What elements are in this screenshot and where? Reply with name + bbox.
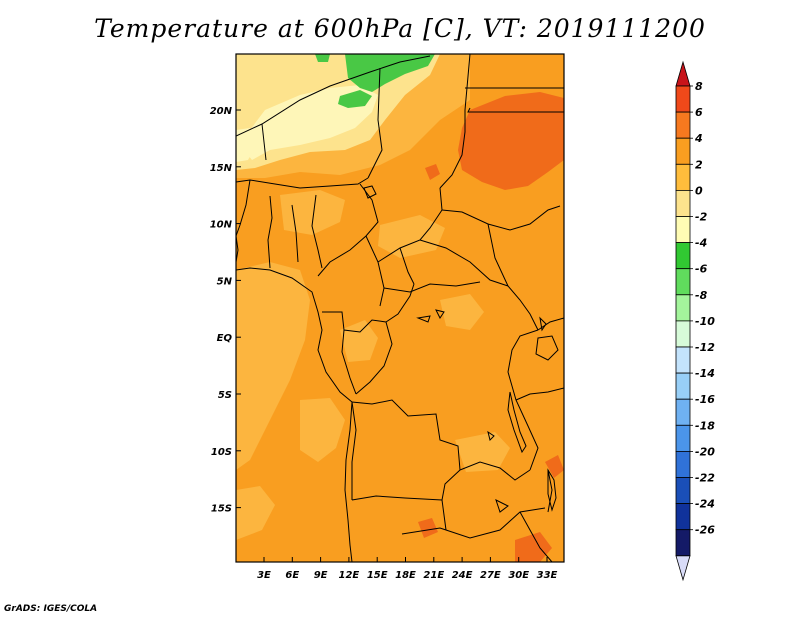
field-light-orange-6 xyxy=(440,294,484,330)
field-green-tiny xyxy=(315,54,330,62)
field-dark-orange-east xyxy=(545,455,564,478)
lon-tick-label: 6E xyxy=(285,570,299,581)
colorbar-box xyxy=(675,85,691,113)
field-light-orange-1 xyxy=(280,190,345,235)
lon-tick-label: 33E xyxy=(537,570,558,581)
field-dark-orange-small xyxy=(425,164,440,180)
colorbar-label: -20 xyxy=(695,445,715,458)
lat-tick-label: EQ xyxy=(217,333,233,344)
colorbar-box xyxy=(675,450,691,478)
colorbar-box xyxy=(675,346,691,374)
lon-tick-label: 15E xyxy=(367,570,388,581)
field-light-orange-west xyxy=(236,262,310,470)
colorbar-label: -18 xyxy=(695,419,715,432)
lat-tick-label: 10S xyxy=(211,447,232,458)
field-light-orange-2 xyxy=(378,215,445,258)
colorbar: 8 6 4 2 0 -2 -4 -6 -8 -10 -12 -14 -16 -18 -20 -22 -24 -26 xyxy=(675,60,715,582)
colorbar-label: -24 xyxy=(695,498,715,511)
colorbar-box xyxy=(675,477,691,505)
map-title: Temperature at 600hPa [C], VT: 201911120… xyxy=(94,14,706,43)
lon-tick-label: 30E xyxy=(508,570,529,581)
field-dark-orange-south-2 xyxy=(418,518,438,538)
colorbar-label: 4 xyxy=(694,132,703,145)
colorbar-label: -4 xyxy=(695,237,707,250)
colorbar-box xyxy=(675,163,691,191)
lon-tick-label: 12E xyxy=(339,570,360,581)
lon-tick-label: 27E xyxy=(480,570,501,581)
colorbar-box xyxy=(675,503,691,531)
field-green-patch xyxy=(338,90,372,108)
lon-tick-label: 18E xyxy=(395,570,416,581)
temperature-field xyxy=(236,54,564,562)
colorbar-label: -22 xyxy=(695,472,715,485)
colorbar-box xyxy=(675,189,691,217)
lat-tick-label: 15N xyxy=(210,163,233,174)
colorbar-label: -2 xyxy=(695,211,708,224)
field-light-orange-4 xyxy=(455,432,510,472)
colorbar-box xyxy=(675,320,691,348)
lon-tick-label: 24E xyxy=(452,570,473,581)
colorbar-top-arrow xyxy=(675,60,691,87)
colorbar-label: 2 xyxy=(695,158,703,171)
colorbar-label: -10 xyxy=(695,315,715,328)
lat-tick-label: 10N xyxy=(210,220,233,231)
lat-tick-label: 20N xyxy=(210,106,233,117)
colorbar-box xyxy=(675,294,691,322)
lon-tick-label: 3E xyxy=(257,570,271,581)
colorbar-box xyxy=(675,216,691,244)
colorbar-label: -12 xyxy=(695,341,715,354)
lat-tick-label: 15S xyxy=(211,504,232,515)
lon-tick-label: 9E xyxy=(314,570,328,581)
country-borders xyxy=(236,54,564,562)
field-light-orange-5 xyxy=(236,486,275,540)
colorbar-label: 0 xyxy=(695,184,703,197)
latitude-axis: 20N 15N 10N 5N EQ 5S 10S 15S xyxy=(210,106,241,515)
colorbar-box xyxy=(675,242,691,270)
credit-label: GrADS: IGES/COLA xyxy=(4,604,98,614)
colorbar-label: -26 xyxy=(695,524,715,537)
colorbar-label: -6 xyxy=(695,263,708,276)
field-light-orange-coast xyxy=(300,398,345,462)
map-frame xyxy=(235,53,565,563)
colorbar-box xyxy=(675,111,691,139)
lat-tick-label: 5N xyxy=(217,276,233,287)
lat-tick-label: 5S xyxy=(218,390,232,401)
colorbar-box xyxy=(675,424,691,452)
colorbar-box xyxy=(675,529,691,557)
colorbar-bottom-arrow xyxy=(675,555,691,582)
colorbar-label: -14 xyxy=(695,367,715,380)
field-dark-orange-south-1 xyxy=(515,532,552,562)
lon-tick-label: 21E xyxy=(423,570,444,581)
field-green-north xyxy=(345,54,435,92)
colorbar-label: -16 xyxy=(695,393,715,406)
field-cream-northwest xyxy=(236,128,256,162)
colorbar-box xyxy=(675,398,691,426)
colorbar-label: 8 xyxy=(695,80,703,93)
longitude-axis: 3E 6E 9E 12E 15E 18E 21E 24E 27E 30E 33E xyxy=(257,557,558,581)
colorbar-label: 6 xyxy=(695,106,703,119)
colorbar-label: -8 xyxy=(695,289,708,302)
colorbar-box xyxy=(675,137,691,165)
field-dark-orange-sudan xyxy=(458,92,564,190)
colorbar-box xyxy=(675,268,691,296)
colorbar-box xyxy=(675,372,691,400)
